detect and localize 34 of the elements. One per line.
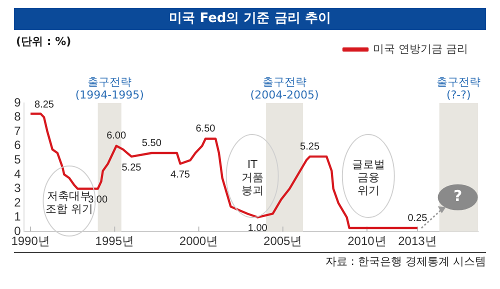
y-tick-label: 3 bbox=[14, 181, 22, 196]
band-label: 출구전략 (?-?) bbox=[436, 75, 481, 102]
x-tick-label: 2005년 bbox=[264, 234, 302, 248]
data-label: 0.25 bbox=[408, 212, 428, 224]
x-tick-label: 1995년 bbox=[95, 234, 134, 248]
y-tick-label: 1 bbox=[14, 210, 22, 224]
annotation: 글로벌 금융 위기 bbox=[352, 158, 385, 197]
x-tick-label: 2010년 bbox=[348, 234, 386, 248]
data-label: 4.75 bbox=[170, 169, 190, 180]
band-label: 출구전략 (1994-1995) bbox=[75, 75, 144, 102]
data-label: 6.50 bbox=[196, 123, 216, 134]
chart-title: 미국 Fed의 기준 금리 추이 bbox=[14, 8, 486, 30]
data-label: 8.25 bbox=[34, 99, 54, 110]
data-label: 1.00 bbox=[248, 223, 268, 234]
data-label: 5.50 bbox=[142, 138, 162, 149]
data-label: 3.00 bbox=[88, 194, 108, 206]
y-tick-label: 9 bbox=[14, 95, 22, 110]
y-tick-label: 2 bbox=[14, 195, 22, 210]
y-tick-label: 4 bbox=[14, 166, 22, 181]
data-label: 6.00 bbox=[106, 130, 126, 142]
legend-label: 미국 연방기금 금리 bbox=[373, 42, 468, 56]
annotation: ? bbox=[453, 187, 462, 206]
y-tick-label: 8 bbox=[14, 110, 22, 124]
x-tick-label: 2000년 bbox=[179, 234, 218, 248]
data-label: 5.25 bbox=[300, 141, 320, 152]
y-tick-label: 6 bbox=[14, 138, 22, 152]
text: 자료 : 한국은행 경제통계 시스템 bbox=[14, 253, 486, 271]
x-tick-label: 2013년 bbox=[398, 234, 437, 248]
y-axis-title: (단위 : %) bbox=[16, 34, 72, 48]
y-tick-label: 5 bbox=[14, 152, 22, 166]
band-label: 출구전략 (2004-2005) bbox=[250, 75, 319, 102]
annotation: IT 거품 붕괴 bbox=[241, 158, 264, 197]
y-tick-label: 7 bbox=[14, 124, 22, 138]
data-label: 5.25 bbox=[122, 162, 142, 174]
